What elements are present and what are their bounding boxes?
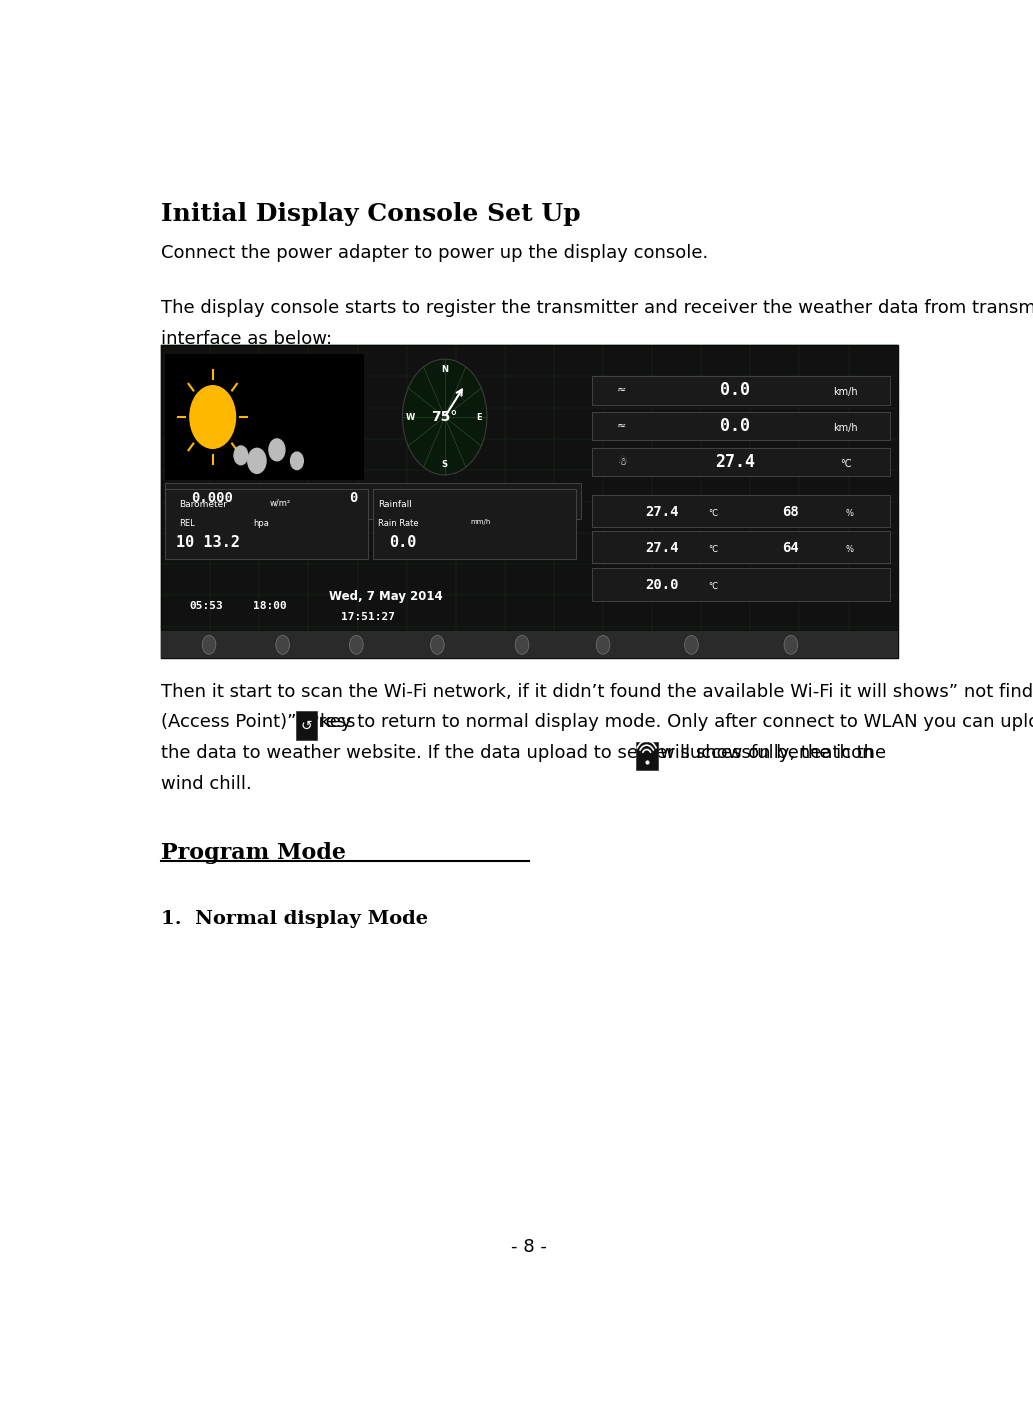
Circle shape [190, 385, 236, 448]
Text: °C: °C [840, 459, 851, 469]
Text: The display console starts to register the transmitter and receiver the weather : The display console starts to register t… [161, 299, 1033, 317]
Circle shape [269, 439, 285, 461]
Circle shape [685, 636, 698, 655]
Text: 75°: 75° [432, 411, 458, 424]
Text: 1.  Normal display Mode: 1. Normal display Mode [161, 910, 428, 928]
Text: 27.4: 27.4 [646, 540, 679, 555]
Text: 20.0: 20.0 [646, 579, 679, 592]
FancyBboxPatch shape [636, 742, 658, 770]
Text: interface as below:: interface as below: [161, 329, 333, 348]
Text: °C: °C [709, 545, 719, 553]
Text: ☃: ☃ [617, 456, 627, 466]
Text: km/h: km/h [834, 424, 857, 434]
Text: Connect the power adapter to power up the display console.: Connect the power adapter to power up th… [161, 244, 709, 261]
FancyBboxPatch shape [165, 489, 368, 559]
Text: 0: 0 [349, 491, 357, 505]
FancyBboxPatch shape [592, 530, 890, 563]
FancyBboxPatch shape [592, 376, 890, 405]
Text: Barometer: Barometer [179, 501, 227, 509]
Text: - 8 -: - 8 - [511, 1238, 547, 1256]
Text: 18:00: 18:00 [253, 602, 287, 612]
Text: 0.0: 0.0 [389, 535, 417, 550]
Text: Rainfall: Rainfall [378, 501, 412, 509]
Text: km/h: km/h [834, 386, 857, 396]
Text: 10 13.2: 10 13.2 [176, 535, 240, 550]
FancyBboxPatch shape [592, 448, 890, 476]
Text: Program Mode: Program Mode [161, 843, 346, 864]
FancyBboxPatch shape [165, 355, 364, 479]
Circle shape [290, 452, 304, 469]
Circle shape [276, 636, 289, 655]
Text: ≈: ≈ [617, 385, 627, 395]
Text: 0.0: 0.0 [720, 381, 750, 399]
Text: REL: REL [179, 519, 194, 528]
Text: 05:53: 05:53 [189, 602, 223, 612]
Text: hpa: hpa [253, 519, 269, 528]
Text: 0.000: 0.000 [191, 491, 233, 505]
FancyBboxPatch shape [592, 412, 890, 441]
Text: ≈: ≈ [617, 421, 627, 431]
Circle shape [784, 636, 797, 655]
FancyBboxPatch shape [161, 345, 898, 657]
Text: 27.4: 27.4 [715, 453, 755, 471]
Text: 0.0: 0.0 [720, 416, 750, 435]
FancyBboxPatch shape [165, 483, 582, 519]
Text: Rain Rate: Rain Rate [378, 519, 419, 528]
Text: %: % [846, 545, 854, 553]
Text: 27.4: 27.4 [646, 505, 679, 519]
Text: 17:51:27: 17:51:27 [341, 612, 396, 622]
Text: S: S [442, 461, 447, 469]
Text: W: W [406, 412, 414, 422]
Text: Wed, 7 May 2014: Wed, 7 May 2014 [330, 590, 443, 603]
Text: 64: 64 [783, 540, 800, 555]
Text: ↺: ↺ [301, 719, 312, 733]
Text: w/m²: w/m² [270, 499, 290, 508]
Text: °C: °C [709, 509, 719, 518]
Text: will show on beneath the: will show on beneath the [660, 744, 886, 761]
Text: mm/h: mm/h [470, 519, 491, 525]
FancyBboxPatch shape [373, 489, 575, 559]
Circle shape [431, 636, 444, 655]
FancyBboxPatch shape [295, 712, 317, 740]
Circle shape [596, 636, 609, 655]
Text: the data to weather website. If the data upload to server successfully, the icon: the data to weather website. If the data… [161, 744, 874, 761]
Text: 68: 68 [783, 505, 800, 519]
Circle shape [202, 636, 216, 655]
FancyBboxPatch shape [592, 495, 890, 528]
Text: Initial Display Console Set Up: Initial Display Console Set Up [161, 202, 581, 225]
FancyBboxPatch shape [592, 568, 890, 600]
Text: N: N [441, 365, 448, 374]
Circle shape [248, 448, 267, 473]
Text: (Access Point)”. Press: (Access Point)”. Press [161, 713, 355, 732]
Text: Then it start to scan the Wi-Fi network, if it didn’t found the available Wi-Fi : Then it start to scan the Wi-Fi network,… [161, 683, 1033, 700]
FancyBboxPatch shape [161, 632, 898, 657]
Circle shape [515, 636, 529, 655]
Text: key to return to normal display mode. Only after connect to WLAN you can upload: key to return to normal display mode. On… [319, 713, 1033, 732]
Circle shape [349, 636, 364, 655]
Text: E: E [476, 412, 482, 422]
Circle shape [234, 446, 248, 465]
Text: °C: °C [709, 582, 719, 592]
Text: %: % [846, 509, 854, 518]
Circle shape [403, 359, 487, 475]
Text: wind chill.: wind chill. [161, 774, 252, 793]
